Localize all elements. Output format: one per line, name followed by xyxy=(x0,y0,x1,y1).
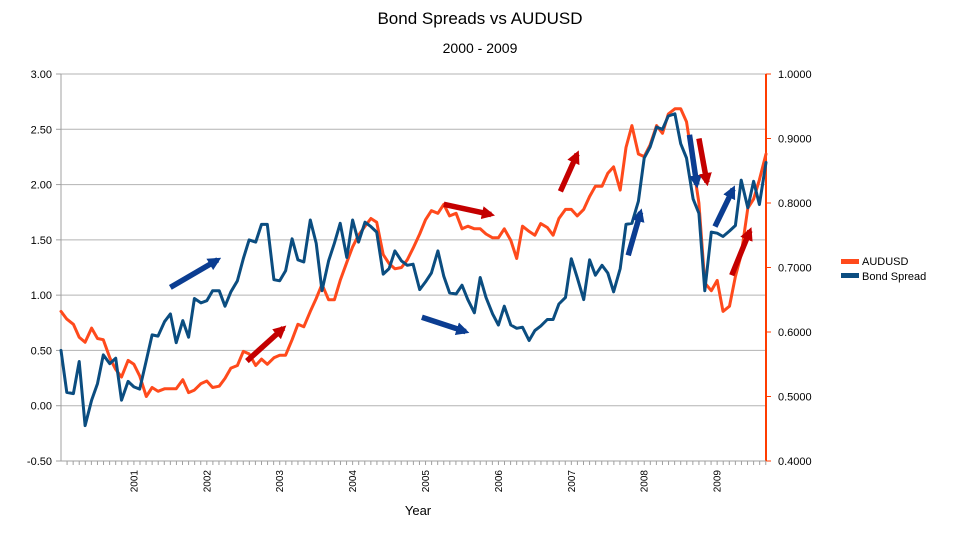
red-arrow xyxy=(729,227,753,277)
legend-swatch-audusd xyxy=(841,259,859,264)
right-tick-label: 0.5000 xyxy=(778,392,812,404)
chart-subtitle: 2000 - 2009 xyxy=(443,40,518,56)
x-tick-label: 2007 xyxy=(567,470,578,493)
right-tick-label: 0.7000 xyxy=(778,263,812,275)
right-tick-label: 0.9000 xyxy=(778,134,812,146)
left-tick-label: 2.00 xyxy=(31,180,52,192)
x-axis: 2001 2002 2003 2004 2005 2006 2007 2008 2009 xyxy=(61,460,767,493)
red-arrow xyxy=(443,201,496,220)
right-axis: 0.4000 0.5000 0.6000 0.7000 0.8000 0.9000 1.00… xyxy=(765,69,812,468)
legend-label-audusd: AUDUSD xyxy=(862,256,909,268)
right-tick-label: 1.0000 xyxy=(778,69,812,81)
blue-arrow xyxy=(625,208,645,257)
series-line-bond-spread xyxy=(59,112,768,428)
blue-arrow xyxy=(712,185,736,228)
blue-arrow xyxy=(168,257,222,290)
red-arrow xyxy=(696,138,712,187)
left-tick-label: 1.00 xyxy=(31,290,52,302)
legend-label-bond-spread: Bond Spread xyxy=(862,271,926,283)
legend: AUDUSD Bond Spread xyxy=(841,256,926,283)
chart-title: Bond Spreads vs AUDUSD xyxy=(377,9,582,28)
right-tick-label: 0.4000 xyxy=(778,456,812,468)
red-arrow xyxy=(245,325,287,364)
series-layer xyxy=(59,107,768,428)
x-tick-label: 2001 xyxy=(129,470,140,493)
left-tick-label: 0.50 xyxy=(31,345,52,357)
x-tick-label: 2005 xyxy=(421,470,432,493)
right-tick-label: 0.8000 xyxy=(778,198,812,210)
blue-arrow xyxy=(686,134,702,189)
x-tick-label: 2002 xyxy=(202,470,213,493)
left-axis: -0.50 0.00 0.50 1.00 1.50 2.00 2.50 3.00 xyxy=(27,69,62,468)
left-tick-label: 3.00 xyxy=(31,69,52,81)
left-tick-label: 2.50 xyxy=(31,124,52,136)
series-line-audusd xyxy=(59,107,768,398)
x-tick-label: 2006 xyxy=(494,470,505,493)
legend-swatch-bond-spread xyxy=(841,273,859,278)
left-tick-label: 0.00 xyxy=(31,401,52,413)
x-tick-label: 2004 xyxy=(348,470,359,493)
red-arrow xyxy=(557,150,580,193)
left-tick-label: 1.50 xyxy=(31,235,52,247)
right-tick-label: 0.6000 xyxy=(778,327,812,339)
x-tick-label: 2003 xyxy=(275,470,286,493)
left-tick-label: -0.50 xyxy=(27,456,52,468)
gridlines xyxy=(61,73,766,407)
x-tick-label: 2009 xyxy=(713,470,724,493)
blue-arrow xyxy=(421,314,470,336)
x-tick-label: 2008 xyxy=(640,470,651,493)
annotation-arrows xyxy=(168,134,753,364)
x-axis-label: Year xyxy=(405,503,432,518)
